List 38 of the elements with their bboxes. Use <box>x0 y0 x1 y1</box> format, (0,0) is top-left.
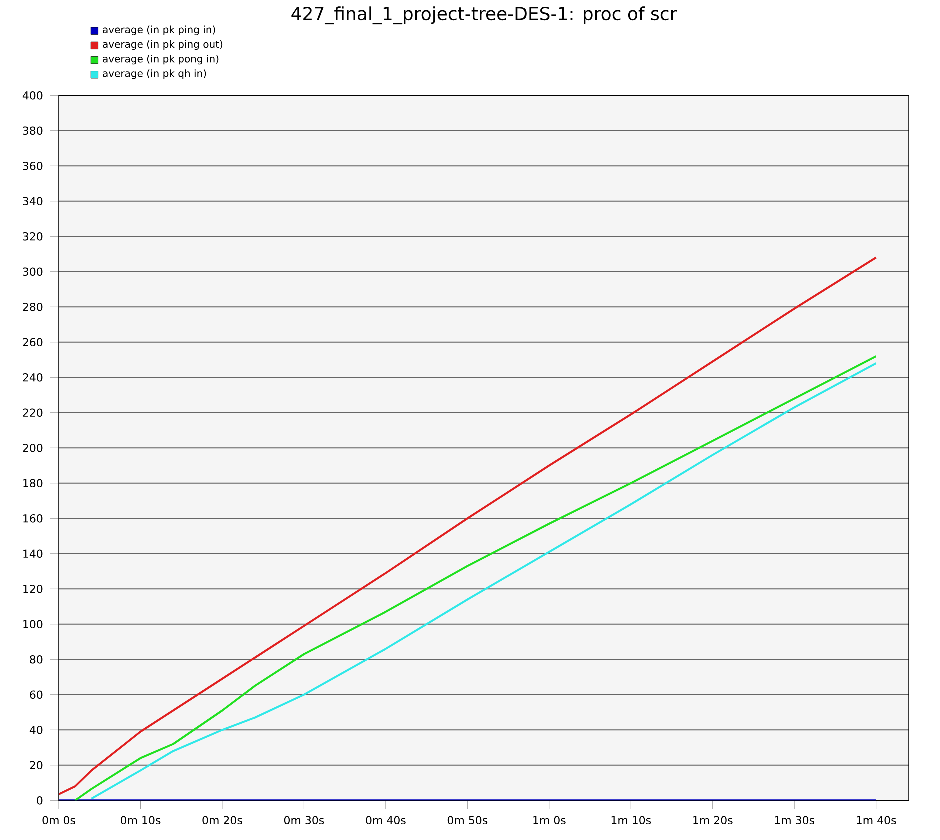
y-tick-label: 20 <box>30 761 43 770</box>
x-tick-label: 0m 20s <box>202 816 242 825</box>
y-tick-label: 120 <box>24 585 43 594</box>
y-tick-label: 180 <box>24 479 43 488</box>
y-tick-label: 280 <box>23 303 43 312</box>
x-tick-label: 1m 20s <box>694 816 733 825</box>
y-tick-label: 360 <box>23 162 43 170</box>
y-tick-label: 200 <box>23 444 43 452</box>
y-tick-label: 140 <box>24 550 43 558</box>
y-tick-label: 400 <box>22 92 43 100</box>
y-tick-label: 300 <box>23 268 43 276</box>
x-tick-label: 1m 0s <box>534 816 566 825</box>
legend-label: average (in pk ping out) <box>103 40 223 50</box>
y-tick-label: 340 <box>23 197 43 206</box>
x-tick-label: 1m 40s <box>857 816 896 825</box>
x-tick-label: 0m 30s <box>284 816 324 825</box>
y-tick-label: 320 <box>23 232 43 241</box>
x-tick-label: 0m 0s <box>42 816 76 825</box>
line-series <box>59 256 878 796</box>
legend-label: average (in pk ping in) <box>103 26 216 36</box>
y-tick-label: 160 <box>24 514 43 523</box>
chart-title: 427_final_1_project-tree-DES-1: proc of scr <box>292 6 678 25</box>
y-tick-label: 380 <box>23 126 43 136</box>
y-tick-label: 220 <box>23 408 43 418</box>
x-tick-label: 1m 30s <box>775 816 815 825</box>
y-tick-label: 100 <box>24 620 43 629</box>
x-tick-label: 0m 10s <box>120 816 161 825</box>
y-tick-label: 60 <box>30 690 43 700</box>
y-tick-label: 40 <box>30 726 43 734</box>
x-tick-label: 0m 40s <box>366 816 406 825</box>
y-tick-label: 260 <box>23 338 43 347</box>
y-tick-label: 0 <box>37 796 43 805</box>
y-tick-label: 80 <box>30 656 43 664</box>
x-tick-label: 1m 10s <box>612 816 652 825</box>
legend-label: average (in pk qh in) <box>103 70 206 80</box>
y-tick-label: 240 <box>23 374 43 382</box>
legend-label: average (in pk pong in) <box>103 55 219 65</box>
x-tick-label: 0m 50s <box>448 816 488 825</box>
